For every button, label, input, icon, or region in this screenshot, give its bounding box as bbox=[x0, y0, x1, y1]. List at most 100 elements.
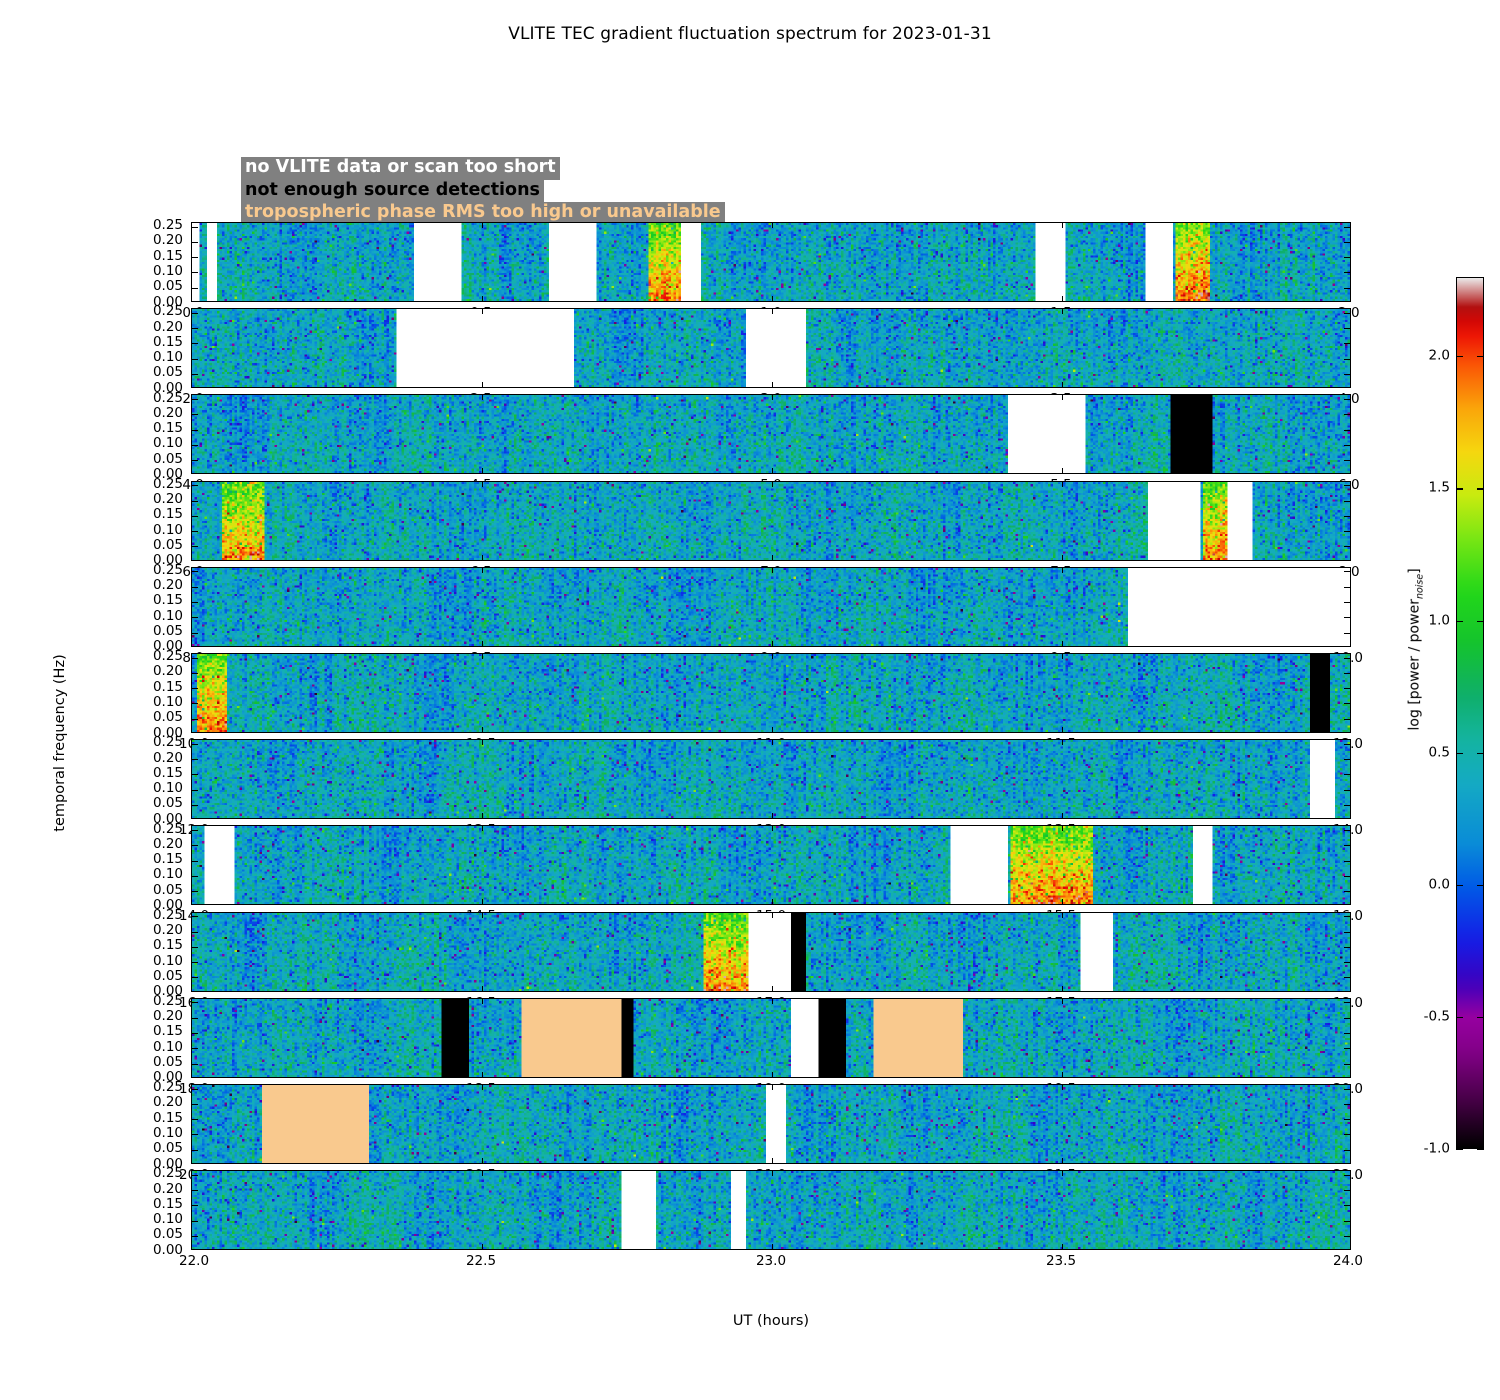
y-tick-label: 0.10 bbox=[152, 693, 183, 710]
x-tick bbox=[772, 296, 773, 301]
y-tick bbox=[192, 312, 198, 314]
y-tick-label: 0.20 bbox=[152, 1180, 183, 1197]
y-tick bbox=[1344, 460, 1350, 462]
x-tick-label: 23.5 bbox=[1045, 1253, 1077, 1270]
y-tick bbox=[1344, 1103, 1350, 1105]
y-tick-label: 0.00 bbox=[152, 1241, 183, 1258]
colorbar-tick-label: -0.5 bbox=[1423, 1008, 1450, 1025]
y-tick-label: 0.10 bbox=[152, 866, 183, 883]
y-tick-label: 0.10 bbox=[152, 780, 183, 797]
y-tick-label: 0.15 bbox=[152, 1195, 183, 1212]
colorbar-tick bbox=[1456, 752, 1463, 754]
page-title: VLITE TEC gradient fluctuation spectrum … bbox=[508, 24, 992, 44]
y-tick-labels: 0.00 0.05 0.10 0.15 0.20 0.25 bbox=[125, 650, 183, 739]
y-tick bbox=[192, 916, 198, 918]
legend: no VLITE data or scan too short not enou… bbox=[241, 157, 725, 225]
y-tick-label: 0.20 bbox=[152, 404, 183, 421]
colorbar-tick-label: 2.0 bbox=[1428, 347, 1450, 364]
spectrogram-image bbox=[192, 223, 1350, 301]
y-tick-labels: 0.00 0.05 0.10 0.15 0.20 0.25 bbox=[125, 391, 183, 480]
x-tick bbox=[772, 740, 773, 746]
y-tick bbox=[192, 241, 198, 243]
y-tick bbox=[192, 586, 198, 588]
y-tick-label: 0.05 bbox=[152, 278, 183, 295]
y-tick bbox=[192, 1235, 198, 1237]
spectrogram-panel bbox=[191, 653, 1351, 733]
x-tick bbox=[482, 640, 483, 646]
x-tick bbox=[772, 1158, 773, 1163]
y-tick bbox=[1344, 515, 1350, 517]
y-tick-label: 0.15 bbox=[152, 937, 183, 954]
y-tick bbox=[192, 1149, 198, 1151]
y-tick bbox=[192, 1002, 198, 1004]
y-tick bbox=[1344, 632, 1350, 634]
spectrogram-image bbox=[192, 395, 1350, 474]
x-tick bbox=[772, 899, 773, 905]
y-tick-label: 0.05 bbox=[152, 795, 183, 812]
x-tick bbox=[772, 382, 773, 388]
y-tick-label: 0.20 bbox=[152, 577, 183, 594]
y-tick bbox=[1344, 1190, 1350, 1192]
spectrogram-panel bbox=[191, 1170, 1351, 1251]
y-tick bbox=[192, 672, 198, 674]
colorbar-gradient bbox=[1456, 277, 1484, 1149]
y-tick bbox=[192, 931, 198, 933]
x-tick bbox=[482, 1158, 483, 1163]
y-tick-labels: 0.00 0.05 0.10 0.15 0.20 0.25 bbox=[125, 1167, 183, 1256]
y-tick bbox=[1344, 845, 1350, 847]
y-tick bbox=[1344, 688, 1350, 690]
y-tick bbox=[192, 373, 198, 375]
y-tick bbox=[192, 460, 198, 462]
y-tick bbox=[1344, 500, 1350, 502]
colorbar-tick bbox=[1477, 488, 1484, 490]
y-tick-label: 0.00 bbox=[152, 1155, 183, 1172]
y-tick bbox=[192, 657, 198, 659]
y-tick bbox=[192, 226, 198, 228]
colorbar-tick bbox=[1477, 1149, 1484, 1151]
y-tick-labels: 0.00 0.05 0.10 0.15 0.20 0.25 bbox=[125, 477, 183, 566]
colorbar-tick bbox=[1477, 752, 1484, 754]
x-tick bbox=[482, 813, 483, 819]
y-tick bbox=[192, 617, 198, 619]
y-tick bbox=[192, 257, 198, 259]
y-tick bbox=[1344, 1032, 1350, 1034]
y-tick bbox=[192, 977, 198, 979]
y-tick bbox=[192, 1048, 198, 1050]
spectrogram-image bbox=[192, 912, 1350, 991]
y-tick-label: 0.10 bbox=[152, 1211, 183, 1228]
y-tick bbox=[1344, 601, 1350, 603]
x-tick bbox=[772, 567, 773, 573]
spectrogram-image bbox=[192, 1085, 1350, 1163]
y-tick-label: 0.20 bbox=[152, 318, 183, 335]
y-tick bbox=[1344, 743, 1350, 745]
y-tick bbox=[192, 1190, 198, 1192]
y-tick-labels: 0.00 0.05 0.10 0.15 0.20 0.25 bbox=[125, 908, 183, 997]
colorbar-tick bbox=[1477, 884, 1484, 886]
x-tick bbox=[1062, 554, 1063, 560]
y-tick-label: 0.05 bbox=[152, 967, 183, 984]
colorbar-tick bbox=[1477, 1016, 1484, 1019]
y-tick-label: 0.20 bbox=[152, 749, 183, 766]
x-tick bbox=[482, 1171, 483, 1177]
y-tick bbox=[1344, 804, 1350, 806]
y-tick-label: 0.00 bbox=[152, 1069, 183, 1086]
y-tick bbox=[1344, 1220, 1350, 1222]
y-tick bbox=[1344, 718, 1350, 720]
y-tick bbox=[192, 1088, 198, 1090]
y-tick bbox=[192, 444, 198, 446]
y-tick bbox=[192, 774, 198, 776]
y-tick-label: 0.00 bbox=[152, 724, 183, 741]
legend-item-tropo-rms: tropospheric phase RMS too high or unava… bbox=[241, 202, 725, 225]
y-tick-label: 0.05 bbox=[152, 709, 183, 726]
x-tick bbox=[1062, 813, 1063, 819]
x-tick bbox=[1062, 1071, 1063, 1077]
y-tick-label: 0.10 bbox=[152, 349, 183, 366]
spectrogram-image bbox=[192, 826, 1350, 905]
colorbar-tick-label: 0.5 bbox=[1428, 743, 1450, 760]
y-tick bbox=[192, 845, 198, 847]
x-tick bbox=[1062, 1244, 1063, 1250]
y-tick bbox=[192, 688, 198, 690]
y-tick bbox=[1344, 946, 1350, 948]
x-tick-label: 22.0 bbox=[178, 1253, 210, 1270]
